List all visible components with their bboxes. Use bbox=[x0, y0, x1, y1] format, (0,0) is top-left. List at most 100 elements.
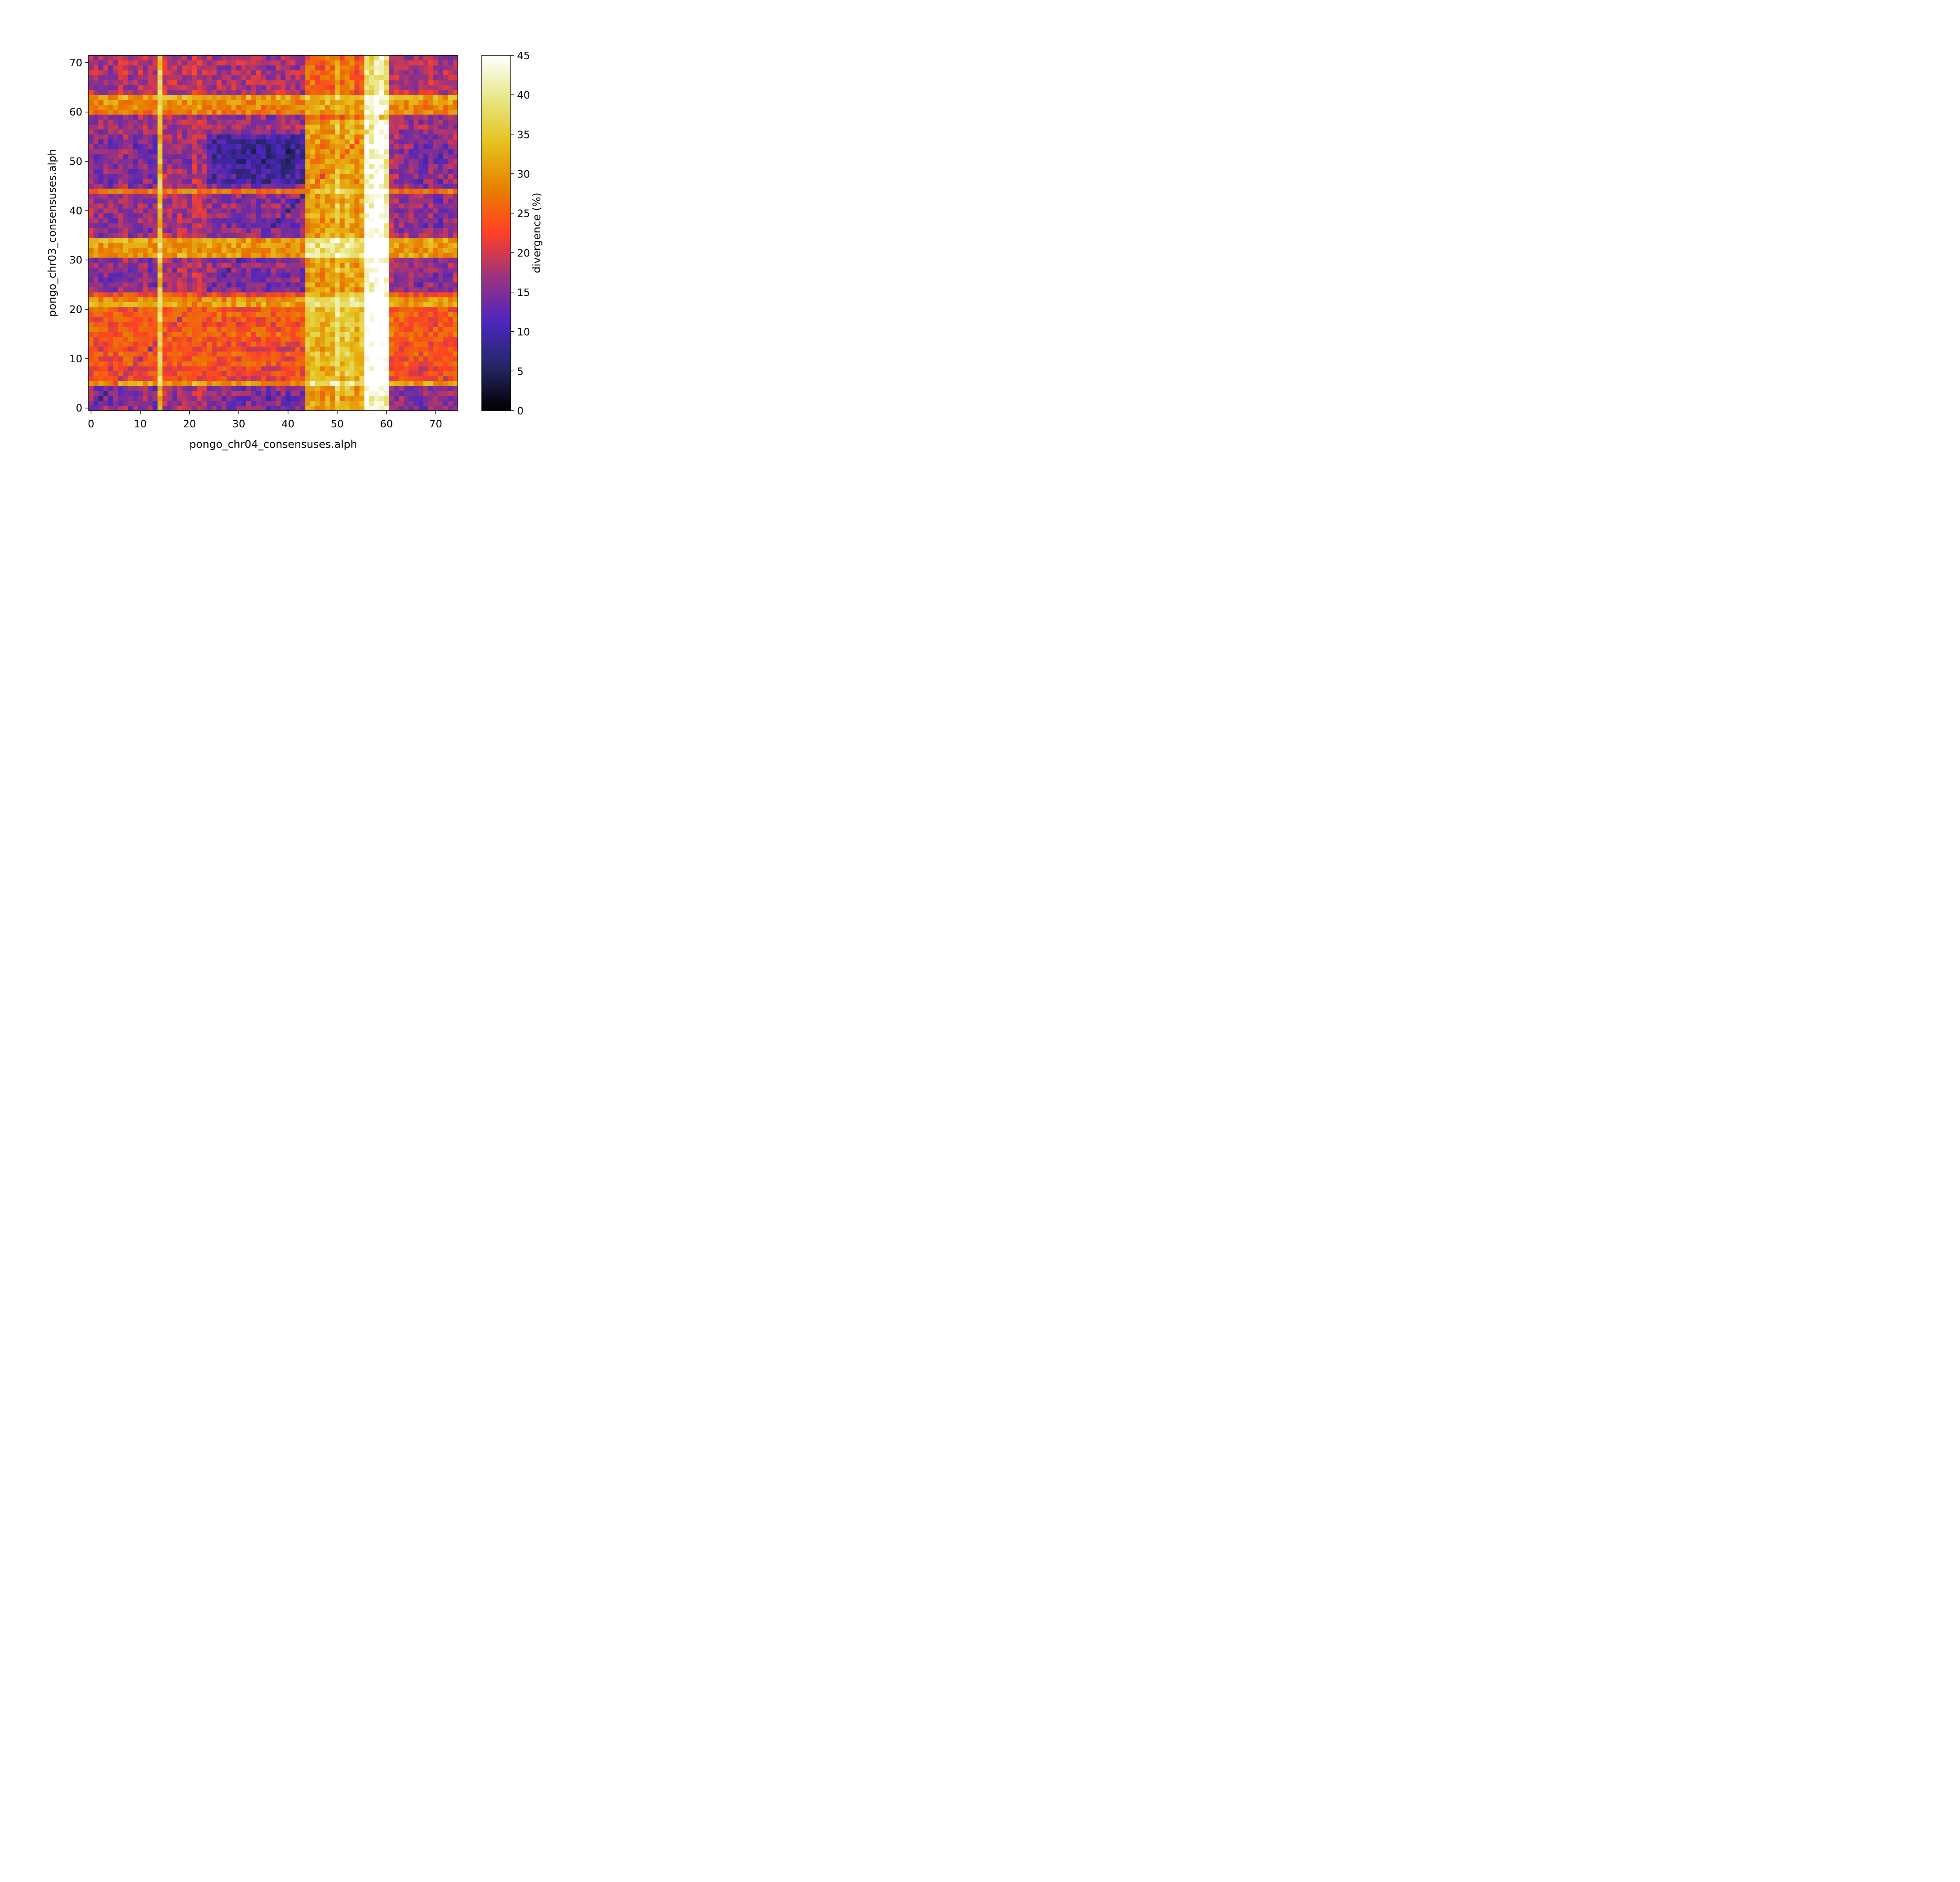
heatmap-cell bbox=[241, 297, 247, 302]
heatmap-cell bbox=[276, 154, 281, 159]
heatmap-cell bbox=[236, 169, 241, 174]
heatmap-cell bbox=[123, 144, 129, 149]
heatmap-cell bbox=[201, 253, 207, 258]
heatmap-cell bbox=[359, 154, 365, 159]
heatmap-cell bbox=[221, 144, 227, 149]
heatmap-cell bbox=[207, 391, 212, 396]
heatmap-cell bbox=[123, 282, 129, 288]
heatmap-cell bbox=[118, 129, 123, 134]
heatmap-cell bbox=[266, 356, 271, 362]
heatmap-cell bbox=[389, 262, 394, 268]
heatmap-cell bbox=[399, 228, 404, 233]
heatmap-cell bbox=[339, 188, 345, 194]
heatmap-cell bbox=[335, 356, 340, 362]
heatmap-cell bbox=[256, 238, 261, 243]
heatmap-cell bbox=[399, 376, 404, 381]
heatmap-cell bbox=[162, 233, 168, 238]
heatmap-cell bbox=[290, 405, 296, 411]
heatmap-cell bbox=[226, 213, 232, 218]
heatmap-cell bbox=[354, 213, 360, 218]
heatmap-cell bbox=[256, 213, 261, 218]
heatmap-cell bbox=[295, 183, 301, 189]
heatmap-cell bbox=[354, 169, 360, 174]
heatmap-cell bbox=[399, 297, 404, 302]
heatmap-cell bbox=[221, 213, 227, 218]
heatmap-cell bbox=[330, 198, 335, 204]
heatmap-cell bbox=[369, 233, 375, 238]
heatmap-cell bbox=[423, 174, 429, 179]
heatmap-cell bbox=[413, 114, 419, 120]
heatmap-cell bbox=[305, 100, 310, 105]
heatmap-cell bbox=[187, 287, 192, 292]
heatmap-cell bbox=[172, 361, 178, 367]
heatmap-cell bbox=[295, 405, 301, 411]
heatmap-cell bbox=[290, 366, 296, 371]
heatmap-cell bbox=[266, 253, 271, 258]
heatmap-cell bbox=[266, 331, 271, 337]
heatmap-cell bbox=[399, 163, 404, 169]
heatmap-cell bbox=[266, 381, 271, 386]
heatmap-cell bbox=[118, 336, 123, 342]
heatmap-cell bbox=[423, 247, 429, 253]
heatmap-cell bbox=[89, 361, 94, 367]
heatmap-cell bbox=[453, 174, 458, 179]
heatmap-cell bbox=[133, 351, 138, 357]
heatmap-cell bbox=[453, 90, 458, 95]
heatmap-cell bbox=[197, 257, 202, 263]
heatmap-cell bbox=[89, 80, 94, 85]
heatmap-cell bbox=[162, 198, 168, 204]
heatmap-cell bbox=[256, 272, 261, 278]
heatmap-cell bbox=[197, 129, 202, 134]
heatmap-cell bbox=[108, 307, 114, 312]
heatmap-cell bbox=[261, 356, 266, 362]
heatmap-cell bbox=[172, 351, 178, 357]
heatmap-cell bbox=[423, 243, 429, 248]
heatmap-cell bbox=[270, 174, 276, 179]
heatmap-cell bbox=[349, 109, 355, 115]
heatmap-cell bbox=[128, 188, 133, 194]
heatmap-cell bbox=[285, 193, 291, 199]
heatmap-cell bbox=[231, 109, 237, 115]
heatmap-cell bbox=[305, 322, 310, 327]
heatmap-cell bbox=[246, 371, 252, 376]
heatmap-cell bbox=[241, 322, 247, 327]
heatmap-cell bbox=[147, 174, 153, 179]
heatmap-cell bbox=[349, 361, 355, 367]
heatmap-cell bbox=[133, 331, 138, 337]
heatmap-cell bbox=[369, 297, 375, 302]
heatmap-cell bbox=[315, 277, 320, 283]
heatmap-cell bbox=[93, 243, 99, 248]
heatmap-cell bbox=[152, 90, 158, 95]
heatmap-cell bbox=[448, 154, 454, 159]
heatmap-cell bbox=[270, 169, 276, 174]
heatmap-cell bbox=[310, 109, 316, 115]
heatmap-cell bbox=[403, 386, 409, 391]
heatmap-cell bbox=[207, 119, 212, 125]
heatmap-cell bbox=[364, 159, 370, 164]
heatmap-cell bbox=[354, 100, 360, 105]
heatmap-cell bbox=[315, 104, 320, 110]
heatmap-cell bbox=[182, 341, 187, 347]
heatmap-cell bbox=[300, 307, 306, 312]
heatmap-cell bbox=[384, 267, 389, 273]
heatmap-cell bbox=[349, 272, 355, 278]
heatmap-cell bbox=[246, 327, 252, 332]
heatmap-cell bbox=[123, 109, 129, 115]
heatmap-cell bbox=[300, 203, 306, 209]
heatmap-cell bbox=[384, 316, 389, 322]
heatmap-cell bbox=[379, 119, 385, 125]
heatmap-cell bbox=[182, 307, 187, 312]
heatmap-cell bbox=[123, 159, 129, 164]
heatmap-cell bbox=[413, 94, 419, 100]
heatmap-cell bbox=[89, 356, 94, 362]
heatmap-cell bbox=[290, 144, 296, 149]
heatmap-cell bbox=[128, 85, 133, 90]
heatmap-cell bbox=[330, 302, 335, 307]
heatmap-cell bbox=[349, 376, 355, 381]
heatmap-cell bbox=[295, 391, 301, 396]
heatmap-cell bbox=[187, 213, 192, 218]
heatmap-cell bbox=[369, 85, 375, 90]
heatmap-cell bbox=[133, 109, 138, 115]
heatmap-cell bbox=[216, 163, 222, 169]
heatmap-cell bbox=[162, 208, 168, 214]
